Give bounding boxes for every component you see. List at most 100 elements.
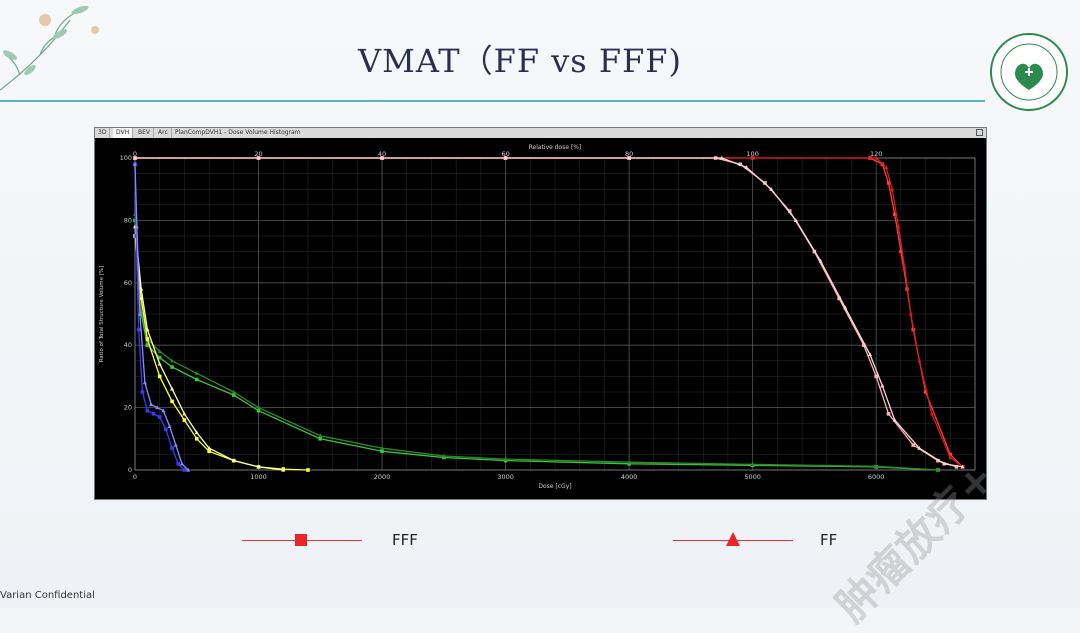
- data-point: [874, 464, 879, 468]
- data-point: [948, 452, 953, 457]
- x2-axis-label: Relative dose [%]: [529, 144, 582, 151]
- y-tick-label: 100: [120, 154, 132, 162]
- data-point: [194, 437, 199, 441]
- dvh-window: 3D DVH BEV Arc PlanCompDVH1 - Dose Volum…: [94, 127, 987, 500]
- x-tick-label: 0: [133, 473, 137, 481]
- y-tick-label: 20: [124, 404, 132, 412]
- data-point: [750, 155, 755, 160]
- data-point: [942, 461, 947, 466]
- tab-3d[interactable]: 3D: [95, 128, 111, 138]
- data-point: [142, 380, 147, 385]
- data-point: [176, 461, 181, 466]
- data-point: [892, 212, 897, 216]
- data-point: [194, 371, 199, 375]
- series-2: [133, 156, 959, 469]
- y-tick-label: 40: [124, 341, 132, 349]
- series-line: [134, 214, 938, 471]
- data-point: [232, 393, 236, 397]
- data-point: [960, 464, 965, 469]
- data-point: [133, 162, 137, 166]
- data-point: [134, 224, 139, 229]
- data-point: [719, 155, 724, 160]
- data-point: [137, 311, 142, 316]
- x-tick-label: 2000: [374, 473, 391, 481]
- window-tabbar: 3D DVH BEV Arc PlanCompDVH1 - Dose Volum…: [95, 128, 986, 138]
- series-line: [135, 157, 963, 468]
- data-point: [173, 442, 178, 447]
- data-point: [738, 162, 743, 167]
- data-point: [139, 286, 144, 291]
- data-point: [207, 445, 212, 450]
- data-point: [134, 234, 139, 238]
- legend-marker-square-icon: [295, 534, 307, 546]
- x2-tick-label: 40: [378, 150, 386, 158]
- data-point: [750, 462, 755, 466]
- series-line: [135, 157, 963, 468]
- series-7: [133, 224, 286, 472]
- floral-decoration: [0, 5, 99, 91]
- data-point: [231, 389, 236, 394]
- data-point: [380, 449, 384, 454]
- series-0: [133, 156, 965, 469]
- data-point: [380, 445, 385, 450]
- x-tick-label: 5000: [744, 473, 761, 481]
- data-point: [149, 402, 154, 407]
- data-point: [207, 449, 211, 454]
- y-tick-label: 80: [124, 216, 132, 224]
- footer-confidential: Varian Confidential: [0, 590, 95, 601]
- data-point: [170, 365, 174, 369]
- data-point: [868, 352, 872, 357]
- data-point: [318, 437, 323, 441]
- data-point: [306, 468, 310, 472]
- data-point: [929, 411, 934, 416]
- series-line: [134, 220, 938, 471]
- data-point: [133, 155, 137, 160]
- data-point: [145, 408, 150, 413]
- series-5: [133, 211, 940, 472]
- data-point: [787, 209, 792, 213]
- window-restore-icon[interactable]: [976, 129, 983, 136]
- data-point: [908, 311, 913, 316]
- data-point: [862, 343, 866, 347]
- data-point: [182, 418, 187, 422]
- series-1: [133, 155, 965, 469]
- data-point: [627, 460, 632, 464]
- tab-arc[interactable]: Arc: [155, 128, 172, 138]
- data-point: [627, 155, 632, 160]
- data-point: [136, 327, 141, 332]
- data-point: [911, 443, 916, 447]
- series-group: [133, 155, 965, 472]
- y-tick-label: 0: [128, 466, 132, 474]
- data-point: [441, 453, 446, 458]
- data-point: [902, 265, 907, 269]
- data-point: [917, 445, 922, 450]
- data-point: [954, 465, 959, 469]
- data-point: [157, 361, 162, 366]
- data-point: [182, 468, 187, 472]
- data-point: [157, 374, 162, 379]
- data-point: [917, 358, 922, 363]
- data-point: [744, 165, 749, 169]
- data-point: [161, 408, 166, 413]
- data-point: [155, 405, 160, 410]
- series-9: [133, 162, 191, 472]
- data-point: [139, 312, 143, 316]
- data-point: [139, 296, 143, 301]
- tab-dvh[interactable]: DVH: [113, 128, 134, 138]
- data-point: [256, 405, 261, 410]
- data-point: [874, 374, 878, 379]
- data-point: [157, 355, 162, 360]
- data-point: [145, 337, 150, 341]
- x2-tick-label: 120: [870, 150, 882, 158]
- data-point: [256, 408, 261, 413]
- data-point: [380, 155, 385, 160]
- tab-bev[interactable]: BEV: [135, 128, 155, 138]
- x2-tick-label: 60: [501, 150, 509, 158]
- data-point: [170, 446, 174, 450]
- title-divider: [0, 100, 985, 102]
- data-point: [194, 430, 199, 435]
- data-point: [140, 390, 145, 394]
- data-point: [170, 399, 174, 404]
